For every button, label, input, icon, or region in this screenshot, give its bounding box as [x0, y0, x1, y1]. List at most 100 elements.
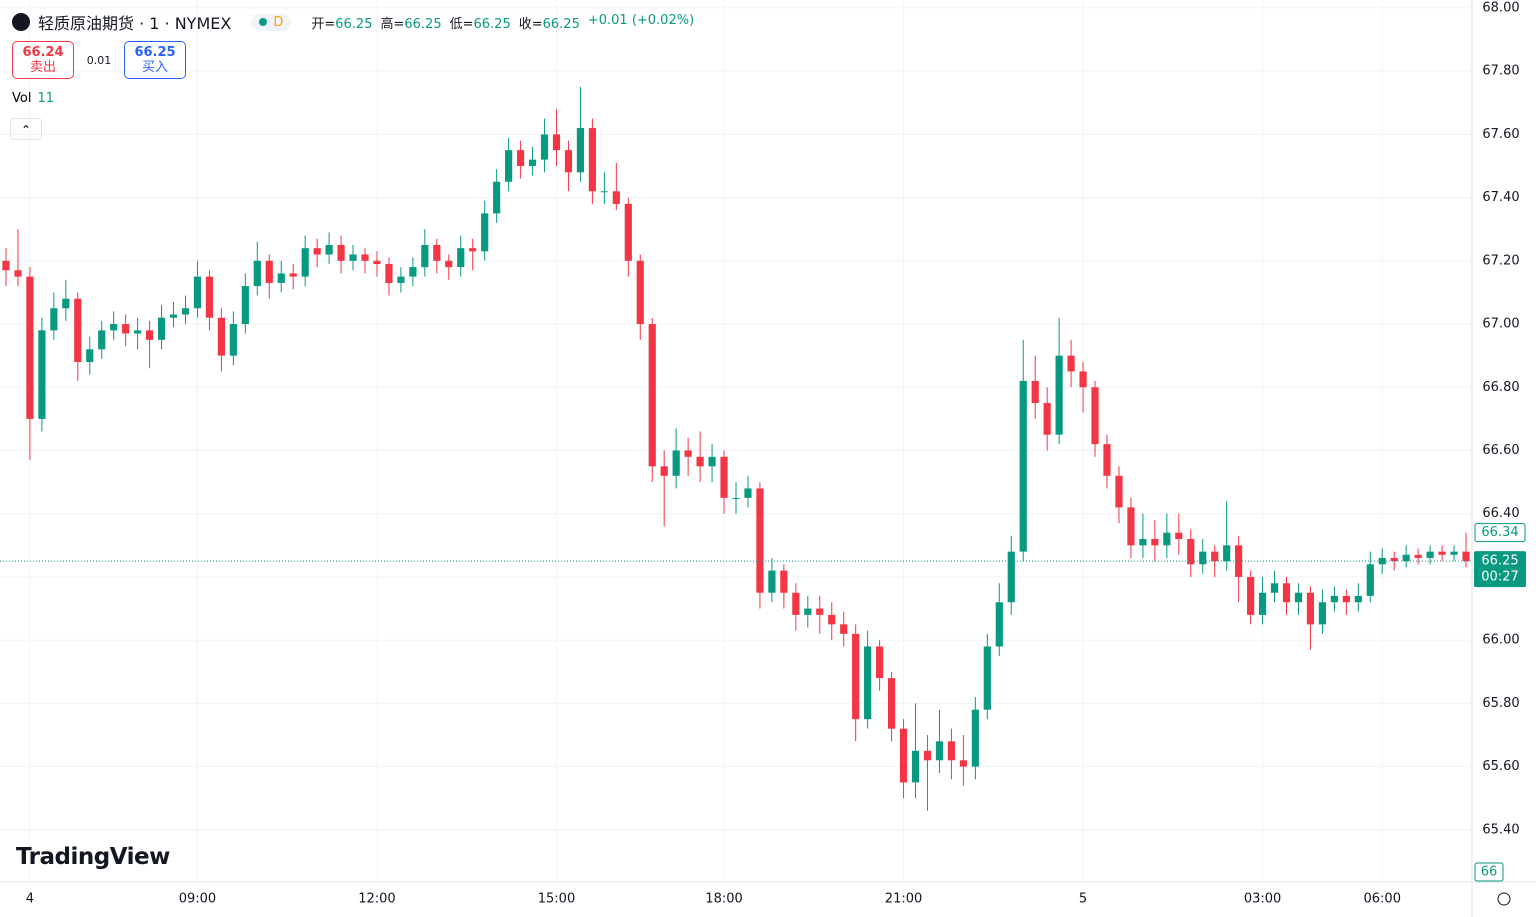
y-tick-label: 67.20: [1482, 253, 1519, 268]
candle-body: [1247, 576, 1255, 615]
y-tick-label: 66.60: [1482, 443, 1519, 458]
ohlc-label: 低=: [449, 16, 474, 32]
settings-button[interactable]: [1497, 892, 1511, 906]
candle-body: [1378, 557, 1386, 565]
symbol-title[interactable]: 轻质原油期货 · 1 · NYMEX: [38, 14, 232, 33]
candle-body: [612, 191, 620, 204]
candle-body: [1223, 545, 1231, 562]
candle-body: [1055, 355, 1063, 435]
ohlc-item: 开=66.25: [311, 13, 372, 32]
candle-body: [1342, 595, 1350, 603]
ohlc-item: 收=66.25: [519, 13, 580, 32]
candle-body: [1019, 380, 1027, 552]
buy-button[interactable]: 66.25 买入: [124, 41, 186, 79]
x-tick-label: 18:00: [705, 892, 742, 907]
candle-body: [493, 181, 501, 214]
y-tick-label: 66.80: [1482, 380, 1519, 395]
y-tick-label: 65.60: [1482, 759, 1519, 774]
candle-body: [1235, 545, 1243, 577]
candle-body: [193, 276, 202, 309]
candle-body: [1115, 475, 1123, 508]
x-tick-label: 15:00: [538, 892, 575, 907]
candle-body: [947, 741, 956, 761]
candle-body: [768, 570, 776, 593]
candle-body: [887, 678, 896, 729]
candle-body: [971, 709, 979, 767]
candle-body: [792, 592, 800, 615]
candle-body: [1043, 403, 1051, 435]
status-dot: [259, 18, 268, 26]
volume-label: Vol: [12, 91, 32, 106]
candle-body: [1426, 551, 1434, 558]
candle-body: [1067, 355, 1075, 372]
candle-body: [1175, 532, 1183, 539]
candle-body: [505, 150, 513, 182]
candle-body: [74, 298, 82, 362]
high-marker-label: 66.34: [1481, 525, 1518, 540]
y-tick-label: 68.00: [1482, 0, 1519, 15]
candle-body: [1318, 602, 1326, 625]
candle-body: [708, 456, 716, 467]
buy-label: 买入: [141, 60, 168, 75]
candle-body: [445, 260, 453, 268]
y-tick-label: 67.40: [1482, 190, 1519, 205]
candle-body: [433, 245, 441, 261]
candle-body: [576, 128, 585, 173]
candle-body: [337, 245, 345, 261]
symbol-logo: [12, 13, 30, 31]
candle-body: [1354, 595, 1362, 603]
sell-button[interactable]: 66.24 卖出: [12, 41, 74, 79]
candle-body: [672, 450, 680, 476]
sell-label: 卖出: [29, 60, 56, 75]
candle-body: [289, 273, 297, 277]
candle-body: [1414, 554, 1422, 558]
candle-body: [181, 308, 190, 315]
candle-body: [911, 750, 920, 783]
x-tick-label: 21:00: [885, 892, 922, 907]
candle-body: [2, 260, 10, 271]
interval-badge: D: [273, 14, 284, 30]
candle-body: [864, 646, 872, 720]
y-tick-label: 66.40: [1482, 506, 1519, 521]
candle-body: [804, 608, 812, 615]
x-tick-label: 09:00: [179, 892, 216, 907]
y-tick-label: 65.80: [1482, 696, 1519, 711]
x-tick-label: 03:00: [1244, 892, 1281, 907]
candle-body: [1282, 583, 1291, 603]
candle-body: [253, 260, 261, 287]
countdown-label: 00:27: [1481, 570, 1518, 585]
x-tick-label: 4: [26, 892, 34, 907]
collapse-button[interactable]: ⌃: [10, 118, 42, 140]
candle-body: [1091, 387, 1099, 445]
candle-body: [720, 456, 728, 498]
candle-body: [636, 260, 644, 325]
candle-body: [684, 450, 692, 457]
candle-body: [38, 330, 46, 419]
candle-body: [1438, 551, 1446, 555]
candle-body: [876, 646, 884, 679]
buy-price: 66.25: [134, 45, 176, 60]
brand-logo: TradingView: [16, 844, 170, 870]
sell-price: 66.24: [22, 45, 64, 60]
candle-body: [1103, 444, 1111, 476]
ohlc-label: 高=: [380, 16, 405, 32]
high-marker-box: [1474, 523, 1526, 543]
y-tick-label: 66.00: [1482, 633, 1519, 648]
candle-body: [146, 330, 154, 340]
candle-body: [840, 624, 848, 634]
candle-body: [469, 248, 477, 252]
y-tick-label: 67.00: [1482, 317, 1519, 332]
ohlc-value: 66.25: [542, 16, 580, 32]
candle-body: [14, 270, 22, 277]
candle-body: [600, 191, 608, 193]
market-status[interactable]: D: [251, 13, 292, 31]
candle-body: [481, 213, 489, 252]
candle-body: [1270, 583, 1279, 593]
candle-body: [229, 324, 237, 356]
volume-legend: Vol 11: [12, 91, 54, 106]
spread: 0.01: [86, 53, 112, 67]
candle-body: [409, 267, 417, 277]
candle-body: [1306, 592, 1315, 625]
ohlc-values: 开=66.25 高=66.25 低=66.25 收=66.25 +0.01 (+0.02…: [311, 13, 694, 32]
